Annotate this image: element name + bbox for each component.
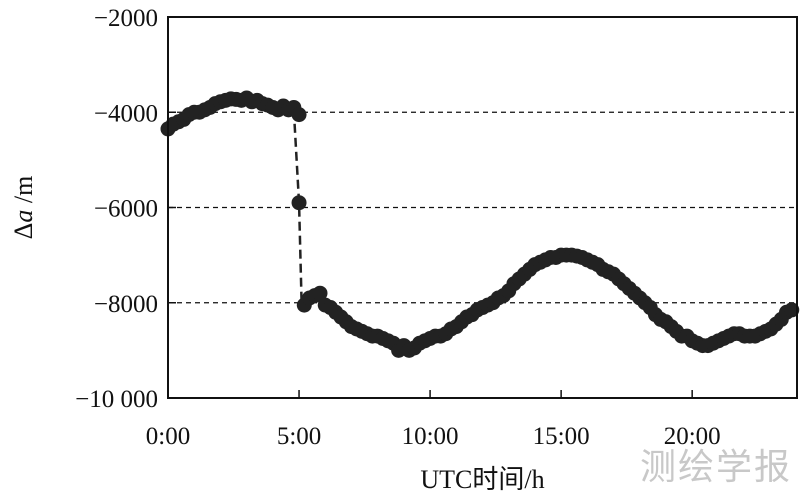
y-tick-label: −4000 <box>94 100 158 127</box>
data-point <box>784 302 800 318</box>
y-tick-label: −10 000 <box>75 386 158 413</box>
gridlines <box>168 111 797 304</box>
dashed-connector <box>292 109 303 306</box>
series-connector-line <box>292 109 303 306</box>
y-axis-ticks: −2000 −4000 −6000 −8000 −10 000 <box>75 5 176 413</box>
data-point <box>291 107 307 123</box>
x-tick-label: 5:00 <box>277 423 321 450</box>
journal-watermark: 测绘学报 <box>639 447 792 488</box>
data-points <box>160 90 800 358</box>
x-axis-title: UTC时间/h <box>420 465 544 494</box>
y-axis-title: Δa /m <box>9 176 38 240</box>
x-tick-label: 20:00 <box>664 423 721 450</box>
y-tick-label: −6000 <box>94 196 158 223</box>
y-axis-title-symbol: Δ <box>9 223 38 240</box>
x-tick-label: 15:00 <box>533 423 590 450</box>
x-axis-ticks: 0:00 5:00 10:00 15:00 20:00 <box>146 390 721 450</box>
y-axis-title-unit: /m <box>9 176 38 210</box>
y-axis-title-variable: a <box>9 210 38 223</box>
data-point <box>312 285 328 301</box>
y-tick-label: −2000 <box>94 5 158 32</box>
y-tick-label: −8000 <box>94 291 158 318</box>
x-tick-label: 10:00 <box>402 423 459 450</box>
x-tick-label: 0:00 <box>146 423 190 450</box>
data-point <box>291 195 307 211</box>
